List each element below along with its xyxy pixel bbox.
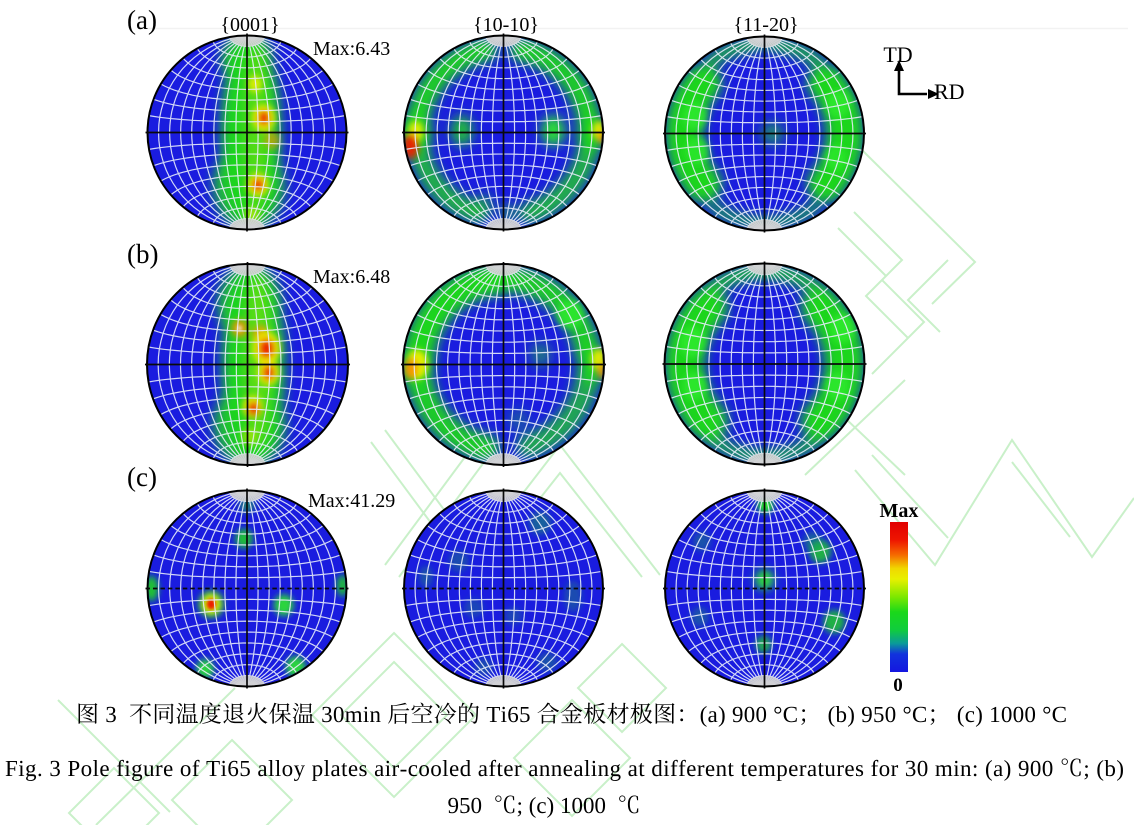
svg-text:TD: TD <box>883 42 912 67</box>
svg-text:(a): (a) <box>127 5 157 35</box>
svg-text:Max:6.43: Max:6.43 <box>313 38 390 60</box>
svg-text:0: 0 <box>893 675 903 696</box>
svg-text:Max: Max <box>880 500 919 522</box>
svg-text:{11-20}: {11-20} <box>733 14 798 36</box>
svg-text:Max:41.29: Max:41.29 <box>308 490 395 512</box>
svg-text:(b): (b) <box>127 239 158 269</box>
svg-text:{0001}: {0001} <box>220 14 279 36</box>
svg-text:RD: RD <box>934 79 965 104</box>
svg-text:Max:6.48: Max:6.48 <box>313 266 390 288</box>
svg-text:(c): (c) <box>127 462 157 492</box>
svg-text:{10-10}: {10-10} <box>473 14 539 36</box>
